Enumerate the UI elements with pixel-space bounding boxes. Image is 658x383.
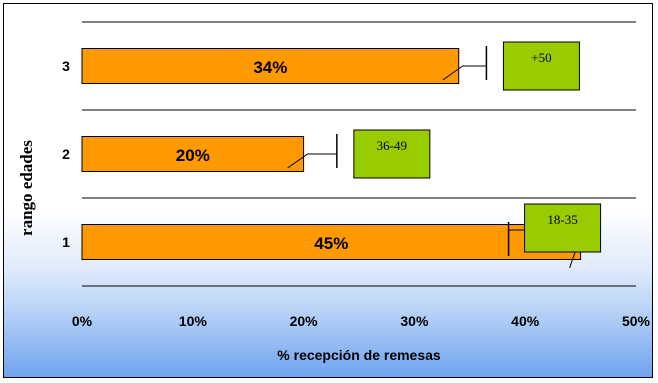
- y-tick-label: 1: [62, 234, 70, 250]
- gridlines: [82, 21, 636, 287]
- bar: [81, 48, 460, 84]
- y-axis-ticks: 1 2 3: [62, 58, 70, 250]
- x-tick-label: 50%: [622, 313, 651, 329]
- annotation-box: [353, 129, 431, 179]
- y-tick-label: 3: [62, 58, 70, 74]
- annotation-label: +50: [531, 50, 551, 65]
- x-axis-ticks: 0% 10% 20% 30% 40% 50%: [72, 313, 651, 329]
- x-tick-label: 40%: [511, 313, 540, 329]
- annotations: 18-35 36-49 +50: [287, 41, 602, 269]
- y-axis-title: rango edades: [17, 140, 36, 236]
- bar-value-label: 34%: [253, 58, 287, 77]
- bar: [81, 136, 305, 172]
- annotation-label: 18-35: [547, 212, 577, 227]
- annotation-label: 36-49: [377, 138, 407, 153]
- x-tick-label: 20%: [290, 313, 319, 329]
- x-axis-title: % recepción de remesas: [277, 347, 441, 363]
- y-tick-label: 2: [62, 146, 70, 162]
- x-tick-label: 10%: [179, 313, 208, 329]
- annotation-box: [524, 203, 602, 253]
- leader-line: [442, 65, 487, 81]
- x-tick-label: 0%: [72, 313, 93, 329]
- bars: 45% 20% 34%: [81, 48, 582, 260]
- bar-value-label: 45%: [314, 234, 348, 253]
- bar: [81, 224, 582, 260]
- leader-line: [287, 153, 337, 169]
- bar-value-label: 20%: [176, 146, 210, 165]
- x-tick-label: 30%: [400, 313, 429, 329]
- annotation-box: [502, 41, 580, 91]
